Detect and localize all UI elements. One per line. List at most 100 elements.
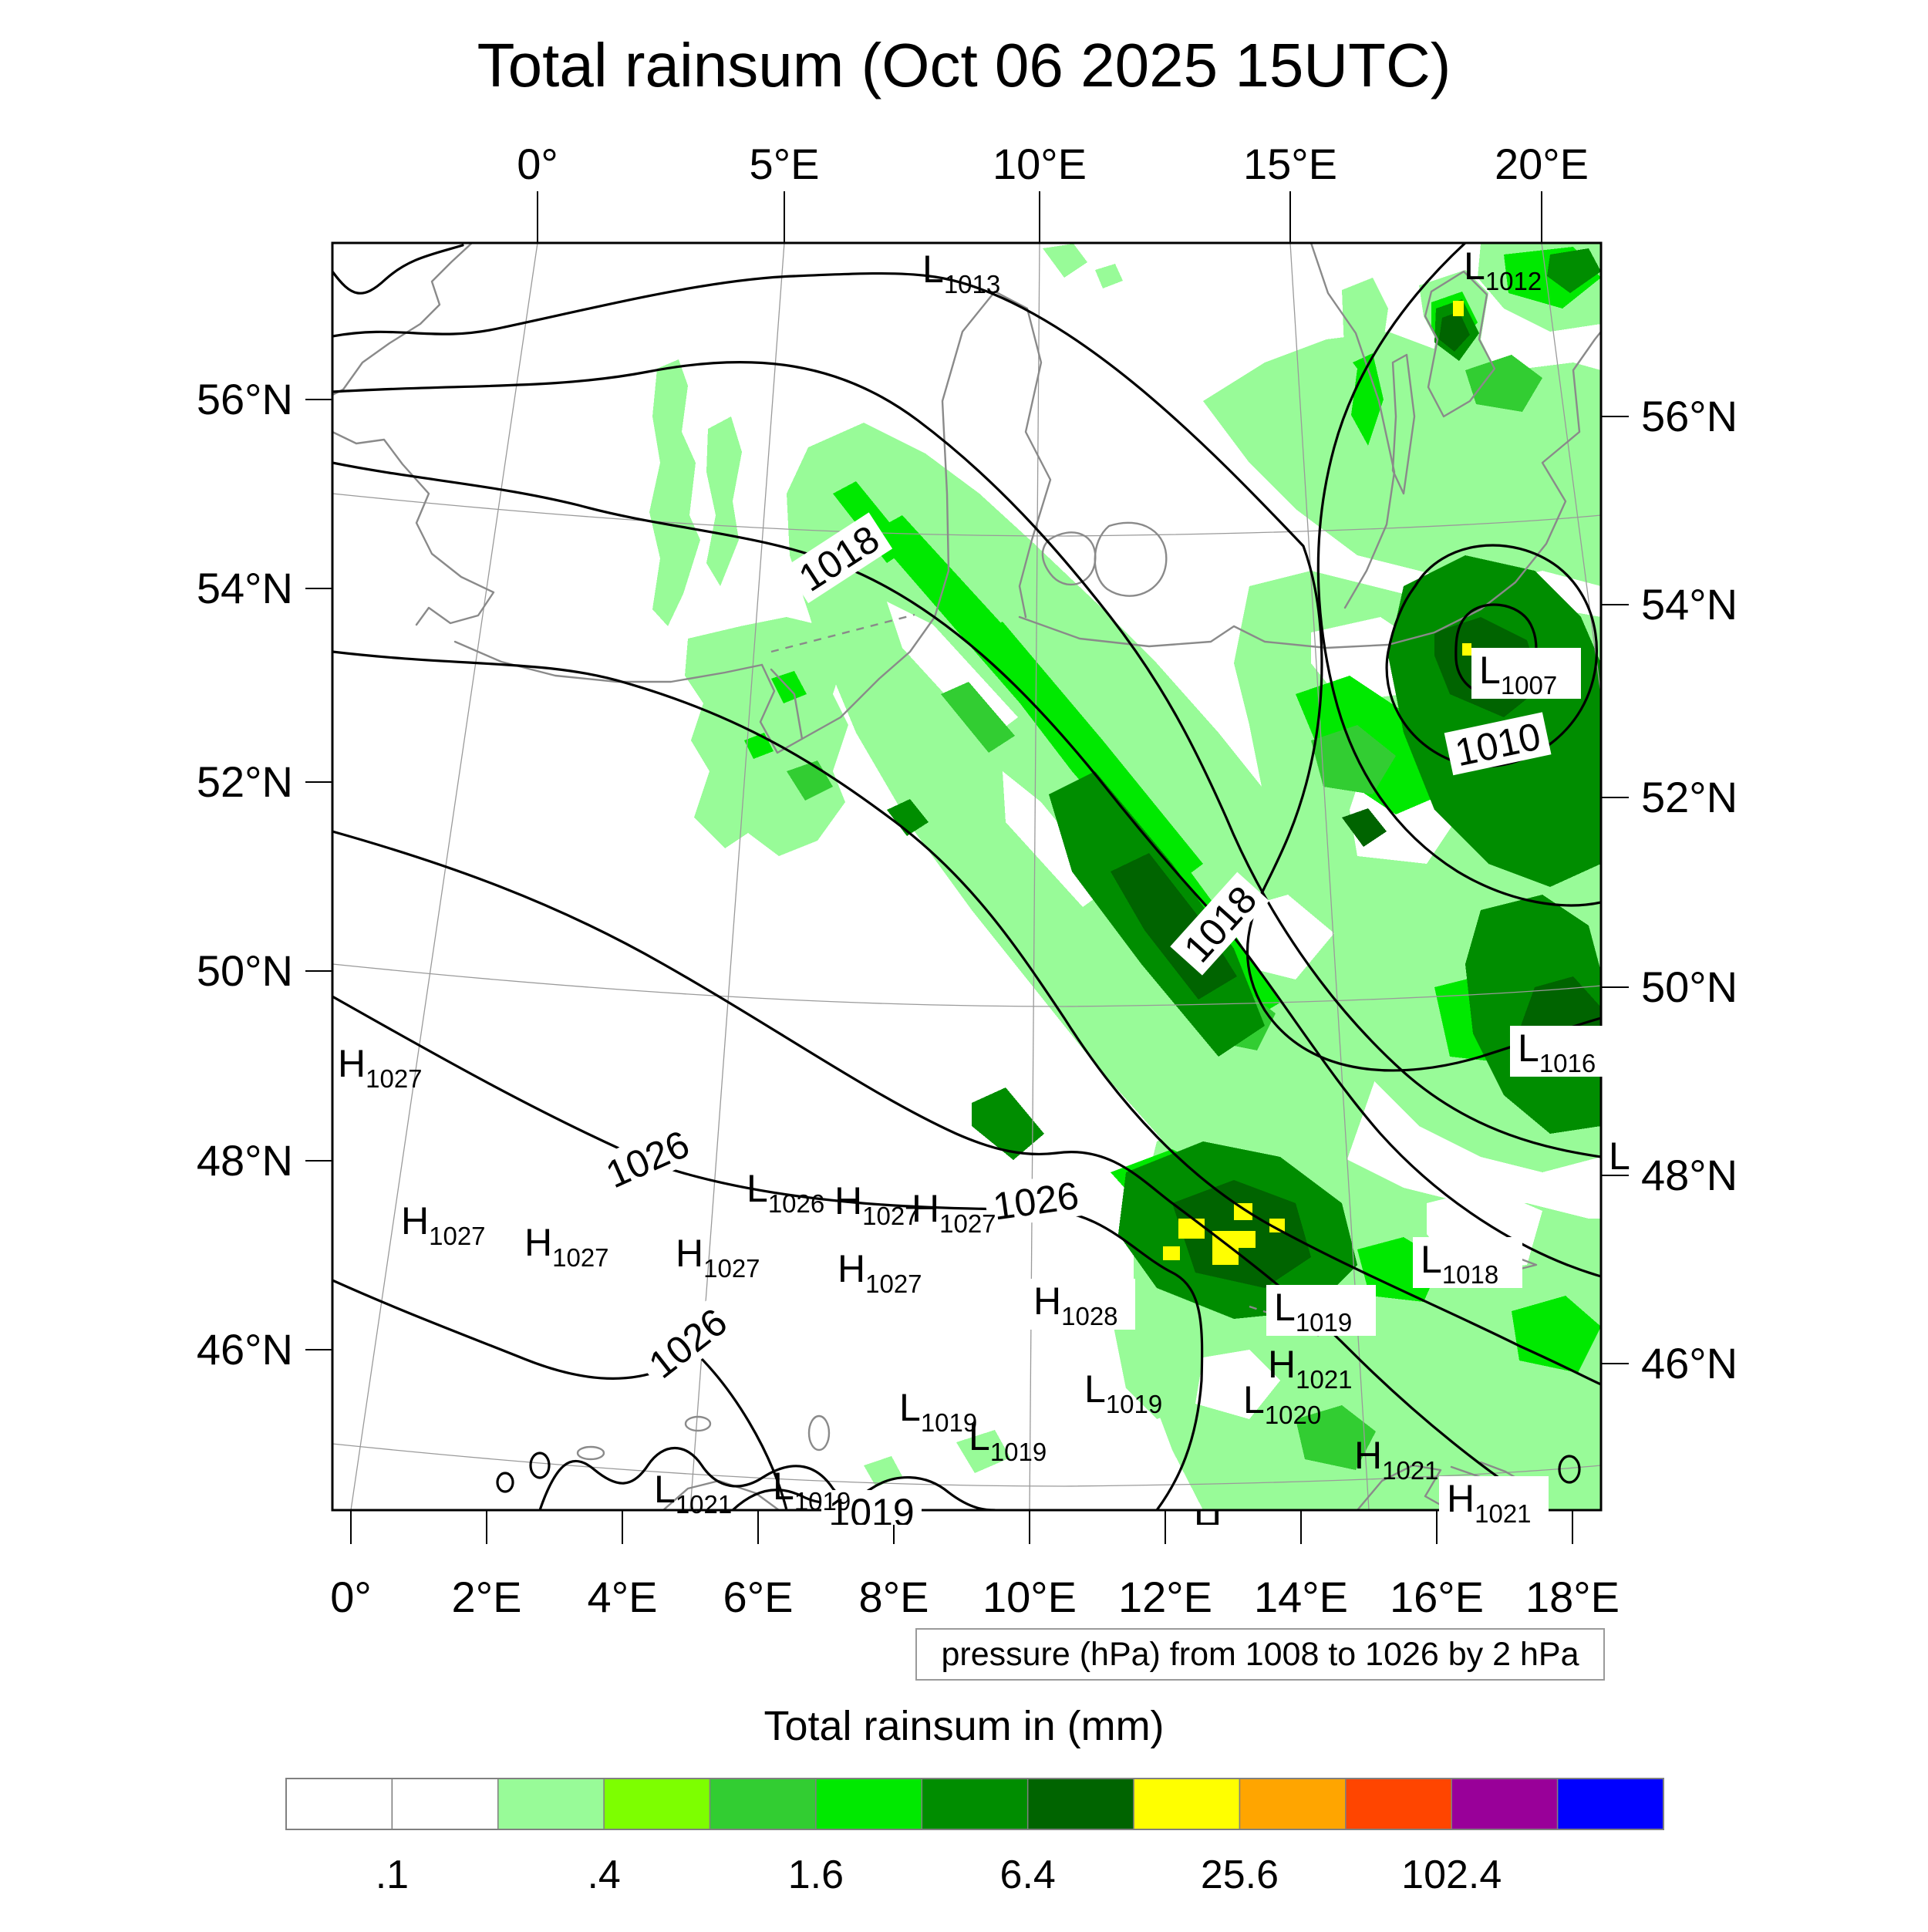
- pressure-marker-box: [1026, 1279, 1135, 1330]
- isobar-1012-arc: [1316, 243, 1601, 907]
- pressure-marker-box: [1266, 1285, 1376, 1336]
- coastline-ijsselmeer: [759, 663, 804, 754]
- contour-label-box: [821, 1490, 922, 1525]
- axis-bottom: 0° 2°E 4°E 6°E 8°E 10°E 12°E 14°E 16°E 18°E: [330, 1510, 1620, 1621]
- left-axis-label: 46°N: [197, 1325, 293, 1374]
- contour-label-1026: 1026: [983, 1172, 1089, 1229]
- colorbar-tick-label: 6.4: [1000, 1853, 1056, 1897]
- bottom-axis-label: 16°E: [1390, 1573, 1484, 1621]
- colorbar-cell: [1026, 1778, 1134, 1830]
- bottom-axis-label: 0°: [330, 1573, 372, 1621]
- colorbar-tick-label: 102.4: [1401, 1853, 1502, 1897]
- coastline-britain: [332, 243, 474, 396]
- isobar-closed-small-2: [496, 1472, 514, 1493]
- right-axis-label: 56°N: [1641, 392, 1738, 440]
- left-axis-label: 54°N: [197, 564, 293, 612]
- pressure-marker-box: [1439, 1476, 1549, 1525]
- contour-label-box: [592, 1118, 703, 1199]
- contour-label-box: [1444, 712, 1552, 776]
- colorbar-cell: [1239, 1778, 1347, 1830]
- left-axis-label: 48°N: [197, 1136, 293, 1185]
- isobar-1010-loop: [1385, 544, 1598, 768]
- pressure-marker-box: [1510, 1026, 1620, 1077]
- colorbar-cell: [391, 1778, 499, 1830]
- isobar-1026-south: [332, 1279, 788, 1510]
- left-axis-label: 56°N: [197, 375, 293, 423]
- colorbar-cell: [1345, 1778, 1452, 1830]
- right-axis-label: 50°N: [1641, 963, 1738, 1011]
- pressure-marker-text: L1012: [1464, 244, 1542, 295]
- colorbar-tick-label: .4: [587, 1853, 620, 1897]
- isobar-alpine-1: [538, 1447, 873, 1510]
- colorbar-cell: [603, 1778, 711, 1830]
- lake-constance: [684, 1415, 712, 1432]
- colorbar-cell: [921, 1778, 1029, 1830]
- map-border: [331, 241, 1603, 1512]
- colorbar-cell: [709, 1778, 817, 1830]
- colorbar-cell: [1556, 1778, 1664, 1830]
- colorbar-title: Total rainsum in (mm): [763, 1703, 1164, 1749]
- coastline-baltic-south: [1018, 330, 1601, 649]
- isobar-1024: [332, 830, 1548, 1510]
- pressure-marker-l1021: L1021: [654, 1468, 732, 1519]
- isobar-1020: [332, 650, 1601, 1386]
- right-axis-label: 48°N: [1641, 1151, 1738, 1199]
- coastline-funen: [1041, 531, 1097, 586]
- coastline-denmark: [801, 290, 1052, 740]
- colorbar-cell: [497, 1778, 605, 1830]
- colorbar-cell: [1451, 1778, 1559, 1830]
- top-axis-label: 20°E: [1495, 140, 1589, 188]
- pressure-note-text: pressure (hPa) from 1008 to 1026 by 2 hP…: [941, 1636, 1579, 1673]
- left-axis-label: 52°N: [197, 757, 293, 806]
- pressure-marker-text: L: [1609, 1135, 1630, 1178]
- coastline-istria: [1356, 1464, 1451, 1510]
- coastline-oland: [1391, 353, 1416, 495]
- pressure-note-box: [915, 1628, 1605, 1681]
- isobar-1014: [332, 271, 1601, 1072]
- colorbar-tick-label: 25.6: [1201, 1853, 1279, 1897]
- pressure-marker-box: [1471, 648, 1581, 699]
- contour-label-box: [784, 512, 893, 604]
- page-title: Total rainsum (Oct 06 2025 15UTC): [477, 31, 1451, 99]
- bottom-axis-label: 2°E: [452, 1573, 522, 1621]
- bottom-axis-label: 18°E: [1525, 1573, 1620, 1621]
- left-axis-label: 50°N: [197, 946, 293, 995]
- contour-label-1019: 1019: [821, 1490, 922, 1534]
- isobar-layer: [332, 243, 1601, 1510]
- bottom-axis-label: 14°E: [1254, 1573, 1348, 1621]
- pressure-note: pressure (hPa) from 1008 to 1026 by 2 hP…: [915, 1628, 1605, 1681]
- pressure-marker-box: [1413, 1237, 1522, 1288]
- isobar-closed-small-3: [1558, 1455, 1581, 1484]
- coastline-britain-south: [332, 430, 495, 626]
- colorbar-cell: [285, 1778, 393, 1830]
- isobar-nw-corner: [332, 244, 464, 295]
- isobar-1016: [332, 360, 1601, 1158]
- lake-geneva: [576, 1445, 605, 1461]
- top-axis-label: 5°E: [750, 140, 820, 188]
- colorbar: .1 .4 1.6 6.4 25.6 102.4: [285, 1778, 1664, 1897]
- contour-label-text: 1019: [828, 1491, 914, 1534]
- pressure-marker-l: L: [1609, 1135, 1630, 1178]
- top-axis-label: 10°E: [993, 140, 1087, 188]
- colorbar-tick-label: .1: [376, 1853, 409, 1897]
- contour-label-box: [1170, 872, 1269, 976]
- coastline-gotland: [1424, 270, 1496, 418]
- coastline-frisian-islands: [770, 613, 915, 653]
- top-axis-label: 15°E: [1243, 140, 1337, 188]
- bottom-axis-label: 6°E: [723, 1573, 794, 1621]
- top-axis-label: 0°: [517, 140, 558, 188]
- map-area: [332, 243, 1601, 1510]
- colorbar-cell: [815, 1778, 923, 1830]
- bottom-axis-label: 10°E: [983, 1573, 1077, 1621]
- coastline-channel: [453, 640, 763, 683]
- colorbar-frame: [285, 1778, 1664, 1830]
- lake-garda: [807, 1414, 831, 1452]
- right-axis-label: 54°N: [1641, 580, 1738, 629]
- colorbar-tick-label: 1.6: [788, 1853, 844, 1897]
- isobar-1018: [332, 461, 1601, 1278]
- bottom-axis-label: 8°E: [859, 1573, 929, 1621]
- bottom-axis-label: 4°E: [588, 1573, 658, 1621]
- pressure-marker-l1012: L1012: [1464, 244, 1542, 295]
